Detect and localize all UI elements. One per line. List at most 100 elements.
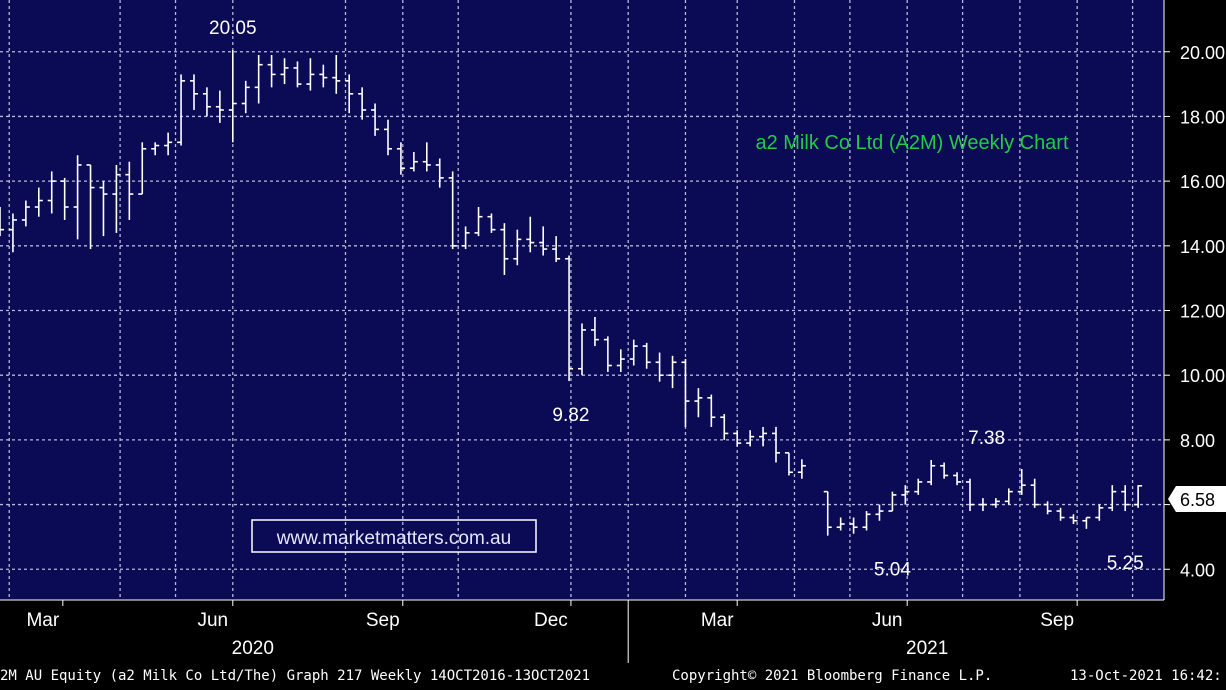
ohlc-bar (293, 61, 302, 88)
ohlc-bar (0, 207, 4, 237)
last-price-marker (1168, 486, 1226, 512)
ohlc-bar (177, 74, 186, 146)
ohlc-bar (332, 54, 341, 94)
ohlc-bar (358, 87, 367, 120)
x-axis: Mar Jun Sep Dec Mar Jun Sep 2020 2021 (0, 599, 1164, 663)
ohlc-bar (164, 132, 173, 156)
price-annotation: 9.82 (552, 405, 589, 426)
ohlc-bar (1108, 485, 1117, 512)
ohlc-bar (590, 316, 599, 347)
ohlc-bar (681, 359, 690, 427)
ohlc-bar (60, 177, 69, 220)
ohlc-bar (836, 517, 845, 531)
ohlc-bar (862, 511, 871, 531)
footer-timestamp: 13-Oct-2021 16:42: (1070, 668, 1222, 684)
ohlc-bar (73, 155, 82, 240)
year-label: 2021 (906, 638, 948, 659)
footer-bar: 2M AU Equity (a2 Milk Co Ltd/The) Graph … (0, 663, 1226, 690)
ohlc-bar (991, 498, 1000, 508)
ohlc-bar (47, 171, 56, 214)
ohlc-bar (1121, 485, 1130, 512)
ohlc-bar (1095, 504, 1104, 521)
ohlc-bar (319, 64, 328, 88)
ohlc-bar (875, 504, 884, 521)
price-annotation: 5.25 (1107, 553, 1144, 574)
ohlc-bar (34, 187, 43, 217)
ohlc-bar (384, 119, 392, 156)
ohlc-bar (448, 171, 457, 250)
x-tick-label: Sep (366, 610, 400, 631)
ohlc-bar (823, 490, 832, 536)
last-price-badge: 6.58 (1168, 486, 1226, 512)
ohlc-bar (241, 80, 250, 114)
chart-title: a2 Milk Co Ltd (A2M) Weekly Chart (755, 132, 1069, 154)
year-label: 2020 (232, 638, 274, 659)
ohlc-bar (461, 226, 470, 250)
ohlc-bar (215, 90, 224, 123)
plot-background (0, 0, 1164, 600)
ohlc-bar (668, 355, 677, 389)
ohlc-bar (642, 342, 651, 369)
price-annotation: 20.05 (209, 18, 257, 39)
price-annotation: 7.38 (968, 428, 1005, 449)
ohlc-bars (0, 50, 1143, 536)
price-annotations: 20.05 9.82 7.38 5.04 5.25 (209, 18, 1144, 580)
ohlc-bar (901, 485, 910, 505)
watermark-border (251, 519, 537, 553)
ohlc-bar (86, 164, 95, 250)
ohlc-bar (409, 152, 418, 172)
ohlc-bar (1056, 507, 1065, 521)
ohlc-bar (8, 213, 17, 253)
ohlc-bar (474, 207, 483, 237)
ohlc-bar (513, 229, 522, 266)
ohlc-bar (526, 216, 535, 253)
ohlc-bar (694, 388, 703, 418)
watermark-box: www.marketmatters.com.au (251, 519, 537, 553)
ohlc-bar (422, 142, 431, 172)
ohlc-bar (125, 161, 134, 220)
ohlc-bar (396, 142, 405, 175)
x-tick-label: Dec (534, 610, 568, 631)
ohlc-bar (1082, 516, 1091, 529)
ohlc-bar (435, 158, 444, 188)
ohlc-bar (603, 336, 612, 372)
ohlc-bar (487, 213, 496, 233)
ohlc-bar (784, 452, 793, 476)
y-tick-label: 16.00 (1180, 172, 1225, 192)
x-tick-label: Jun (872, 610, 903, 631)
price-chart: 20.0018.0016.0014.0012.0010.008.006.004.… (0, 0, 1226, 663)
ohlc-bar (228, 50, 237, 143)
ohlc-bar (280, 58, 289, 85)
y-tick-label: 4.00 (1180, 560, 1215, 580)
ohlc-bar (151, 142, 160, 156)
footer-copyright: Copyright© 2021 Bloomberg Finance L.P. (672, 668, 993, 684)
ohlc-bar (1134, 485, 1143, 508)
price-annotation: 5.04 (874, 560, 911, 581)
ohlc-bar (849, 517, 858, 534)
footer-security-info: 2M AU Equity (a2 Milk Co Ltd/The) Graph … (0, 668, 591, 684)
ohlc-bar (707, 394, 716, 427)
x-tick-label: Mar (26, 610, 59, 631)
ohlc-bar (500, 223, 509, 275)
ohlc-bar (1043, 501, 1052, 515)
ohlc-bar (1017, 469, 1026, 495)
y-tick-label: 18.00 (1180, 107, 1225, 127)
ohlc-bar (99, 181, 108, 237)
x-tick-label: Jun (197, 610, 228, 631)
ohlc-bar (565, 255, 574, 382)
ohlc-bar (746, 430, 755, 447)
y-tick-label: 12.00 (1180, 302, 1225, 322)
ohlc-bar (202, 87, 211, 117)
ohlc-bar (966, 478, 974, 512)
ohlc-bar (927, 459, 936, 486)
y-tick-label: 10.00 (1180, 366, 1225, 386)
ohlc-bar (267, 54, 276, 88)
ohlc-bar (797, 459, 806, 479)
ohlc-bar (888, 491, 897, 512)
ohlc-bar (21, 200, 30, 227)
ohlc-bar (629, 339, 638, 366)
ohlc-bar (772, 426, 780, 463)
ohlc-bar (578, 323, 586, 376)
ohlc-bar (733, 430, 742, 447)
ohlc-bar (1030, 478, 1039, 508)
